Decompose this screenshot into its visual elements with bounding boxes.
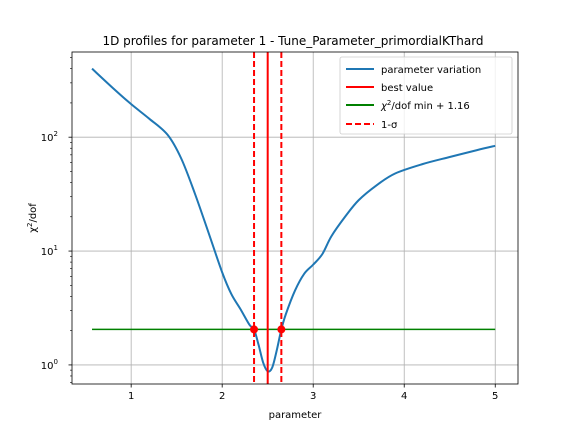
sigma-intersection-point (277, 325, 286, 334)
plot-area (91, 52, 496, 384)
legend-threshold-rest: /dof min + 1.16 (391, 101, 469, 112)
y-tick-label: 101 (41, 244, 58, 258)
y-tick-label: 100 (41, 358, 58, 372)
x-axis-ticks: 1 2 3 4 5 (128, 384, 498, 402)
x-tick-label: 2 (219, 391, 225, 402)
x-tick-label: 3 (310, 391, 316, 402)
y-axis-label-sup: 2 (26, 223, 34, 227)
y-axis-label-base: χ (28, 227, 39, 233)
y-tick-base: 10 (41, 133, 54, 144)
legend-label-best-value: best value (381, 83, 433, 94)
legend-label-threshold: χ2/dof min + 1.16 (380, 99, 470, 112)
series-line-parameter-variation (91, 67, 496, 373)
y-tick-base: 10 (41, 247, 54, 258)
x-axis-label: parameter (269, 410, 323, 421)
legend-threshold-chi: χ (380, 101, 388, 112)
legend-threshold-sup: 2 (387, 99, 391, 107)
x-tick-label: 5 (492, 391, 498, 402)
y-tick-exp: 2 (54, 130, 58, 138)
plot-frame (71, 51, 519, 385)
legend: parameter variation best value χ2/dof mi… (339, 56, 513, 135)
x-tick-label: 1 (128, 391, 134, 402)
chart-title: 1D profiles for parameter 1 - Tune_Param… (102, 34, 483, 48)
y-tick-exp: 0 (54, 358, 58, 366)
legend-box (339, 56, 513, 135)
y-tick-exp: 1 (54, 244, 58, 252)
y-tick-label: 102 (41, 130, 58, 144)
y-axis-label: χ2/dof (26, 203, 39, 233)
sigma-intersection-point (250, 325, 259, 334)
y-tick-base: 10 (41, 361, 54, 372)
y-axis-label-rest: /dof (28, 203, 39, 223)
legend-label-sigma: 1-σ (381, 120, 398, 131)
legend-label-parameter-variation: parameter variation (381, 65, 481, 76)
x-tick-label: 4 (401, 391, 407, 402)
